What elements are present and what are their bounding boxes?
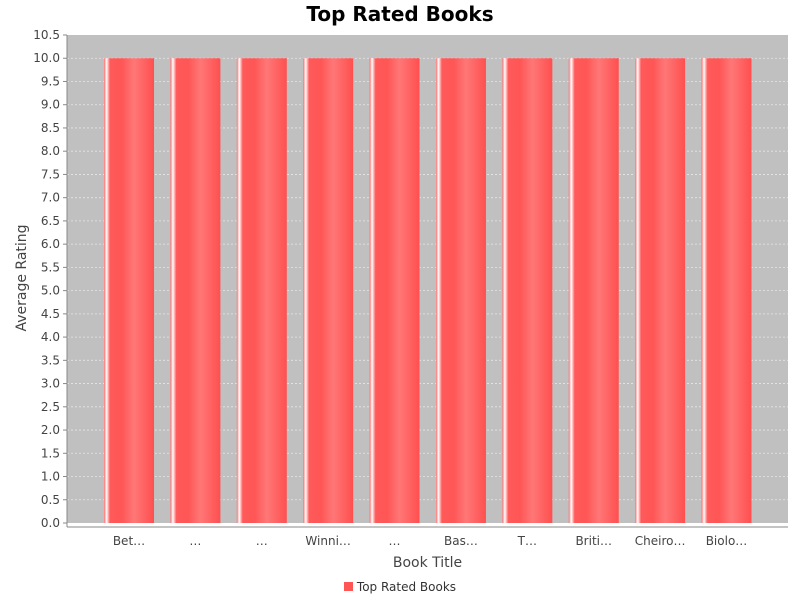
y-tick-label: 9.0 — [41, 98, 60, 112]
y-tick-label: 5.0 — [41, 284, 60, 298]
y-tick-label: 4.0 — [41, 330, 60, 344]
y-axis-ticks: 0.0 0.5 1.0 1.5 2.0 2.5 3.0 3.5 4.0 4.5 5.0 5.5 6.0 6… — [33, 28, 67, 530]
y-tick-label: 8.5 — [41, 121, 60, 135]
x-tick-label: Briti… — [575, 534, 612, 548]
y-tick-label: 1.0 — [41, 470, 60, 484]
bars — [104, 58, 752, 523]
y-tick-label: 5.5 — [41, 260, 60, 274]
y-tick-label: 3.5 — [41, 353, 60, 367]
y-tick-label: 4.5 — [41, 307, 60, 321]
x-axis-label: Book Title — [392, 555, 463, 571]
x-tick-label: Cheiro… — [635, 534, 686, 548]
bar — [369, 58, 420, 523]
legend: Top Rated Books — [0, 580, 800, 594]
y-tick-label: 7.5 — [41, 167, 60, 181]
x-tick-label: Biolo… — [706, 534, 748, 548]
y-tick-label: 0.0 — [41, 516, 60, 530]
axes — [66, 35, 788, 528]
legend-swatch — [343, 582, 353, 591]
y-axis-label-text: Average Rating — [14, 224, 30, 332]
x-tick-label: T… — [517, 534, 537, 548]
x-tick-label: … — [189, 534, 201, 548]
y-tick-label: 9.5 — [41, 74, 60, 88]
legend-label: Top Rated Books — [356, 580, 457, 594]
bar — [701, 58, 752, 523]
y-tick-label: 1.5 — [41, 446, 60, 460]
y-tick-label: 6.0 — [41, 237, 60, 251]
y-tick-label: 6.5 — [41, 214, 60, 228]
bar — [170, 58, 221, 523]
y-tick-label: 7.0 — [41, 191, 60, 205]
bar — [303, 58, 354, 523]
y-tick-label: 8.0 — [41, 144, 60, 158]
x-tick-label: … — [256, 534, 268, 548]
y-tick-label: 0.5 — [41, 493, 60, 507]
bar — [104, 58, 154, 523]
x-axis-ticks: Bet… … … Winni… … Bas… T… Briti… Cheiro… Biolo… — [113, 534, 747, 548]
y-tick-label: 2.5 — [41, 400, 60, 414]
bar — [568, 58, 619, 523]
bar — [435, 58, 486, 523]
x-tick-label: Winni… — [305, 534, 350, 548]
y-tick-label: 2.0 — [41, 423, 60, 437]
y-tick-label: 3.0 — [41, 377, 60, 391]
chart-title: Top Rated Books — [306, 2, 494, 26]
x-tick-label: Bas… — [444, 534, 478, 548]
bar — [635, 58, 686, 523]
bar — [236, 58, 287, 523]
bar — [502, 58, 553, 523]
x-tick-label: Bet… — [113, 534, 145, 548]
y-tick-label: 10.0 — [33, 51, 60, 65]
x-tick-label: … — [389, 534, 401, 548]
y-tick-label: 10.5 — [33, 28, 60, 42]
